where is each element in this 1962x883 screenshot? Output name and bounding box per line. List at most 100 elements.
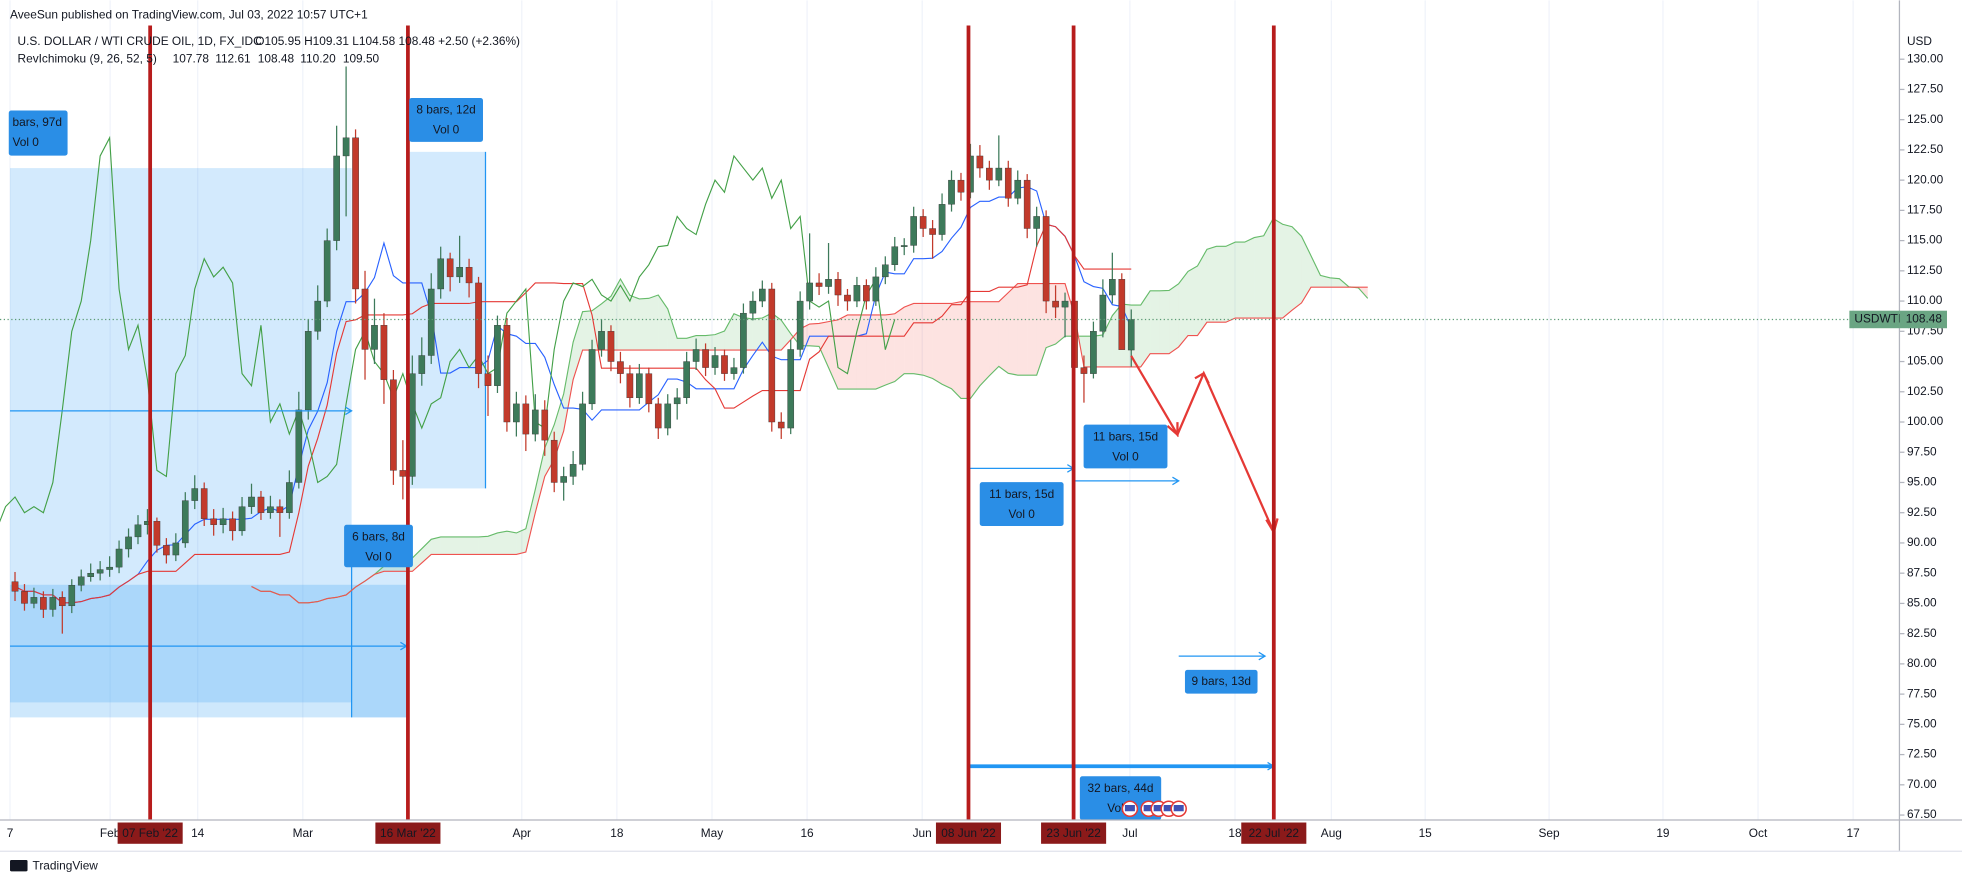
cloud-segment <box>781 320 791 351</box>
y-tick-label: 95.00 <box>1907 475 1937 489</box>
candle-body <box>1118 279 1126 350</box>
candle-body <box>787 349 795 429</box>
candle-body <box>352 137 359 290</box>
cloud-segment <box>894 307 905 382</box>
candle-body <box>238 506 246 532</box>
projection <box>1130 355 1275 533</box>
y-tick-label: 80.00 <box>1907 656 1937 670</box>
candle-body <box>153 520 161 546</box>
range-label: bars, 97d <box>13 115 63 129</box>
candle-body <box>96 569 104 574</box>
candle-body <box>49 597 57 610</box>
candle-body <box>938 204 946 235</box>
candle-body <box>342 137 350 157</box>
range-sublabel: Vol 0 <box>365 549 392 563</box>
lagging-span <box>0 135 896 523</box>
cloud-segment <box>1310 255 1321 288</box>
cloud-segment <box>715 331 725 351</box>
x-tick-label: 19 <box>1656 826 1670 840</box>
cloud-segment <box>629 295 640 351</box>
indicator-value: 112.61 <box>215 51 251 65</box>
range-label: 9 bars, 13d <box>1192 674 1251 688</box>
cloud-segment <box>1150 290 1160 354</box>
candle-body <box>881 264 889 278</box>
marker-tag <box>1241 822 1307 844</box>
cloud-segment <box>1197 249 1207 336</box>
candle-body <box>1109 279 1116 296</box>
cloud-segment <box>431 536 441 555</box>
cloud-segment <box>942 303 952 389</box>
y-tick-label: 100.00 <box>1907 414 1944 428</box>
candle-body <box>759 288 766 302</box>
candle-body <box>711 355 719 368</box>
candle-body <box>853 285 861 302</box>
ranges <box>10 151 487 718</box>
x-tick-label: 16 <box>800 826 814 840</box>
x-tick-label: Apr <box>513 826 532 840</box>
cloud-segment <box>1292 226 1302 311</box>
candle-body <box>1042 216 1050 302</box>
cloud-segment <box>1008 283 1018 376</box>
candle-body <box>513 403 520 423</box>
annotations: bars, 97d Vol 0 8 bars, 12d Vol 0 6 bars, 8d… <box>0 25 1900 821</box>
candle-body <box>68 585 76 607</box>
y-tick-label: 82.50 <box>1907 626 1937 640</box>
candle-body <box>456 267 463 278</box>
range-box <box>10 584 407 718</box>
candle-body <box>692 349 700 362</box>
candle-body <box>598 331 605 350</box>
candle-body <box>1014 179 1022 199</box>
cloud-segment <box>1102 315 1113 367</box>
candle-body <box>910 216 917 246</box>
footer-logo: TradingView <box>10 858 98 872</box>
y-tick-label: 115.00 <box>1907 233 1943 247</box>
candle-body <box>30 597 38 604</box>
y-tick-label: 72.50 <box>1907 747 1937 761</box>
range-sublabel: Vol 0 <box>13 135 40 149</box>
cloud-segment <box>582 310 593 351</box>
candle-body <box>409 373 416 477</box>
cloud-segment <box>1320 275 1330 288</box>
candle-body <box>333 155 340 241</box>
y-tick-label: 67.50 <box>1907 807 1937 821</box>
y-tick-label: 77.50 <box>1907 686 1937 700</box>
candle-body <box>740 312 747 368</box>
range-box <box>10 168 352 703</box>
y-tick-label: 70.00 <box>1907 777 1937 791</box>
cloud-segment <box>1301 236 1311 303</box>
cloud-segment <box>1282 224 1293 319</box>
range-label-box <box>1184 669 1258 694</box>
y-tick-label: 130.00 <box>1907 51 1944 65</box>
candle-body <box>446 258 454 278</box>
x-tick-label: 15 <box>1419 826 1433 840</box>
candle-body <box>749 300 757 314</box>
x-tick-label: Jul <box>1122 826 1137 840</box>
candle-body <box>1099 294 1107 332</box>
y-tick-label: 125.00 <box>1907 112 1944 126</box>
x-tick-label: Mar <box>293 826 313 840</box>
candle-body <box>248 496 255 507</box>
cloud-segment <box>573 311 583 380</box>
cloud-segment <box>1206 246 1217 323</box>
candle-body <box>314 300 322 332</box>
event-icon-flag <box>1124 804 1135 812</box>
cloud-segment <box>563 342 574 432</box>
projection-head <box>1194 371 1210 384</box>
y-tick-label: 102.50 <box>1907 384 1944 398</box>
candle-body <box>1080 367 1088 374</box>
ohlc-legend: O105.95 H109.31 L104.58 108.48 +2.50 (+2… <box>255 34 520 48</box>
candle-body <box>806 282 813 302</box>
candle-body <box>863 285 870 302</box>
cloud-segment <box>951 301 961 399</box>
candle-body <box>418 355 426 374</box>
symbol-label: USDWTI <box>1854 312 1901 326</box>
candle-body <box>872 276 880 302</box>
cloud-segment <box>696 335 706 351</box>
candle-body <box>796 300 804 350</box>
cloud-segment <box>705 334 716 351</box>
candle-body <box>267 506 274 513</box>
candle-body <box>380 325 388 380</box>
candle-body <box>721 355 728 374</box>
candle-body <box>181 500 189 544</box>
cloud-segment <box>970 301 980 399</box>
